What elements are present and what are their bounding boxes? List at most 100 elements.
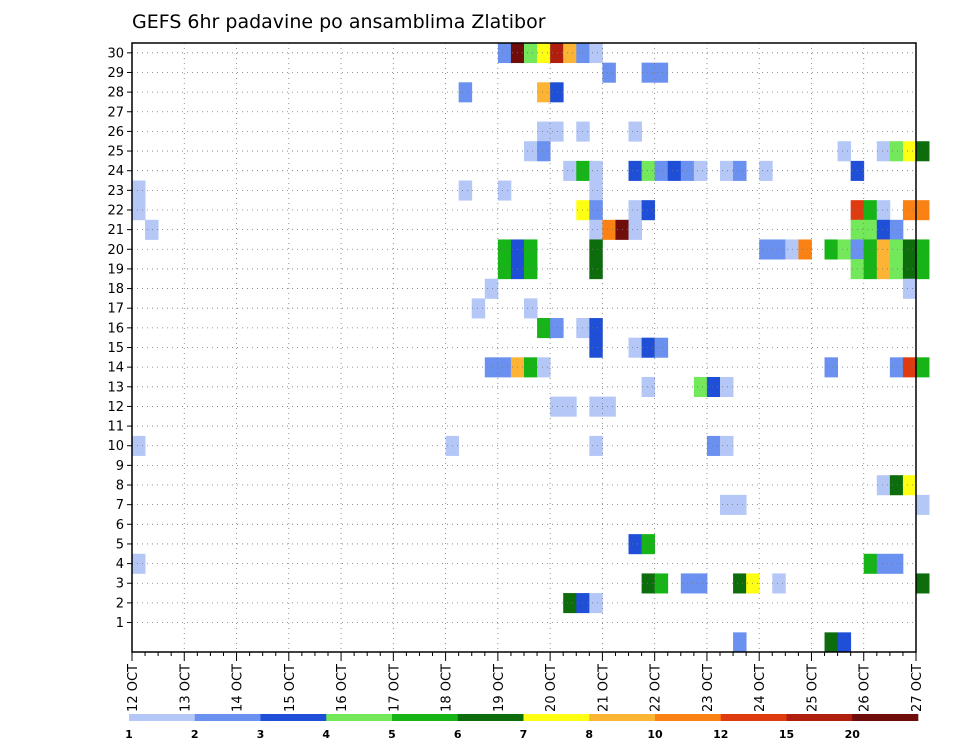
cell-member-12-step-36 — [602, 396, 616, 417]
cell-member-25-step-31 — [537, 141, 551, 162]
x-tick-label: 20 OCT — [544, 664, 559, 712]
cell-member-16-step-35 — [589, 318, 603, 339]
cell-member-8-step-59 — [902, 475, 917, 496]
legend-label: 6 — [454, 728, 462, 741]
cell-member-17-step-26 — [471, 298, 486, 319]
y-tick-label: 6 — [116, 518, 124, 533]
cell-member-3-step-49 — [772, 573, 786, 594]
cell-member-26-step-32 — [550, 121, 564, 142]
cell-member-19-step-28 — [497, 259, 512, 280]
cell-member-30-step-34 — [576, 43, 590, 64]
cell-member-3-step-43 — [693, 573, 708, 594]
y-tick-label: 4 — [116, 557, 124, 572]
cell-member-21-step-38 — [628, 219, 642, 240]
cell-member-21-step-58 — [889, 219, 904, 240]
cell-member-28-step-32 — [550, 82, 564, 103]
cell-member-7-step-46 — [733, 494, 747, 515]
cell-member-25-step-59 — [902, 141, 917, 162]
cell-member-10-step-0 — [132, 435, 146, 456]
cell-member-0-step-54 — [837, 632, 852, 653]
cell-member-19-step-30 — [524, 259, 538, 280]
cell-member-19-step-60 — [916, 259, 930, 280]
color-legend: 1 2 3 4 5 6 7 8 10 12 15 20 — [125, 714, 919, 741]
x-tick-label: 18 OCT — [440, 664, 455, 712]
cell-member-5-step-38 — [628, 534, 642, 555]
cell-member-24-step-43 — [693, 160, 708, 181]
chart-title: GEFS 6hr padavine po ansamblima Zlatibor — [132, 11, 546, 33]
cell-member-10-step-44 — [706, 435, 721, 456]
x-tick-label: 19 OCT — [492, 664, 507, 712]
cell-member-0-step-46 — [733, 632, 747, 653]
cell-member-7-step-60 — [916, 494, 930, 515]
y-tick-label: 13 — [107, 380, 124, 395]
cell-member-20-step-35 — [589, 239, 603, 260]
y-tick-label: 5 — [116, 537, 124, 552]
cell-member-7-step-45 — [720, 494, 734, 515]
cell-member-25-step-60 — [916, 141, 930, 162]
cell-member-20-step-57 — [876, 239, 891, 260]
cell-member-21-step-57 — [876, 219, 891, 240]
y-tick-label: 23 — [107, 184, 124, 199]
cell-member-19-step-57 — [876, 259, 891, 280]
cell-member-22-step-35 — [589, 200, 603, 221]
legend-swatch-9 — [655, 714, 722, 721]
cell-member-30-step-35 — [589, 43, 603, 64]
cell-member-22-step-38 — [628, 200, 642, 221]
legend-swatch-6 — [457, 714, 524, 721]
cell-member-22-step-0 — [132, 200, 146, 221]
cell-member-4-step-57 — [876, 553, 891, 574]
cell-member-20-step-49 — [772, 239, 786, 260]
legend-swatch-3 — [260, 714, 327, 721]
cell-member-4-step-58 — [889, 553, 904, 574]
cell-member-10-step-35 — [589, 435, 603, 456]
cell-member-0-step-53 — [824, 632, 838, 653]
cell-member-24-step-41 — [667, 160, 682, 181]
cell-member-29-step-36 — [602, 62, 616, 83]
y-tick-label: 29 — [107, 66, 124, 81]
plot-frame — [131, 42, 917, 653]
cell-member-13-step-39 — [641, 376, 656, 398]
cell-member-24-step-35 — [589, 160, 603, 181]
legend-swatch-12 — [852, 714, 919, 721]
legend-swatch-10 — [720, 714, 787, 721]
y-tick-label: 26 — [107, 125, 124, 140]
cell-member-20-step-56 — [863, 239, 878, 260]
cell-member-8-step-58 — [889, 475, 904, 496]
cell-member-14-step-59 — [902, 357, 917, 378]
cell-member-30-step-28 — [497, 43, 512, 64]
x-tick-label: 13 OCT — [178, 664, 193, 712]
y-tick-label: 15 — [107, 341, 124, 356]
cell-member-14-step-31 — [537, 357, 551, 378]
cell-member-25-step-30 — [524, 141, 538, 162]
cell-member-26-step-38 — [628, 121, 642, 142]
cell-member-19-step-35 — [589, 259, 603, 280]
cell-member-4-step-56 — [863, 553, 878, 574]
cell-member-15-step-39 — [641, 337, 656, 358]
cell-member-29-step-39 — [641, 62, 656, 83]
cell-member-14-step-28 — [497, 357, 512, 378]
x-tick-label: 23 OCT — [701, 664, 716, 712]
cell-member-13-step-44 — [706, 376, 721, 398]
x-tick-label: 15 OCT — [283, 664, 298, 712]
y-tick-label: 10 — [107, 439, 124, 454]
cell-member-21-step-36 — [602, 219, 616, 240]
x-tick-label: 21 OCT — [596, 664, 611, 712]
legend-label: 10 — [647, 728, 663, 741]
cell-member-3-step-39 — [641, 573, 656, 594]
cell-member-14-step-60 — [916, 357, 930, 378]
cell-member-19-step-56 — [863, 259, 878, 280]
cell-member-24-step-38 — [628, 160, 642, 181]
legend-label: 20 — [845, 728, 861, 741]
cell-member-24-step-46 — [733, 160, 747, 181]
x-tick-label: 27 OCT — [910, 664, 925, 712]
cell-member-18-step-27 — [484, 278, 499, 299]
legend-label: 1 — [125, 728, 133, 741]
cell-member-14-step-27 — [484, 357, 499, 378]
legend-swatch-2 — [194, 714, 261, 721]
grid-layer — [132, 43, 916, 652]
y-tick-label: 24 — [107, 164, 124, 179]
cell-member-25-step-57 — [876, 141, 891, 162]
legend-swatch-1 — [129, 714, 196, 721]
y-tick-label: 3 — [116, 577, 124, 592]
